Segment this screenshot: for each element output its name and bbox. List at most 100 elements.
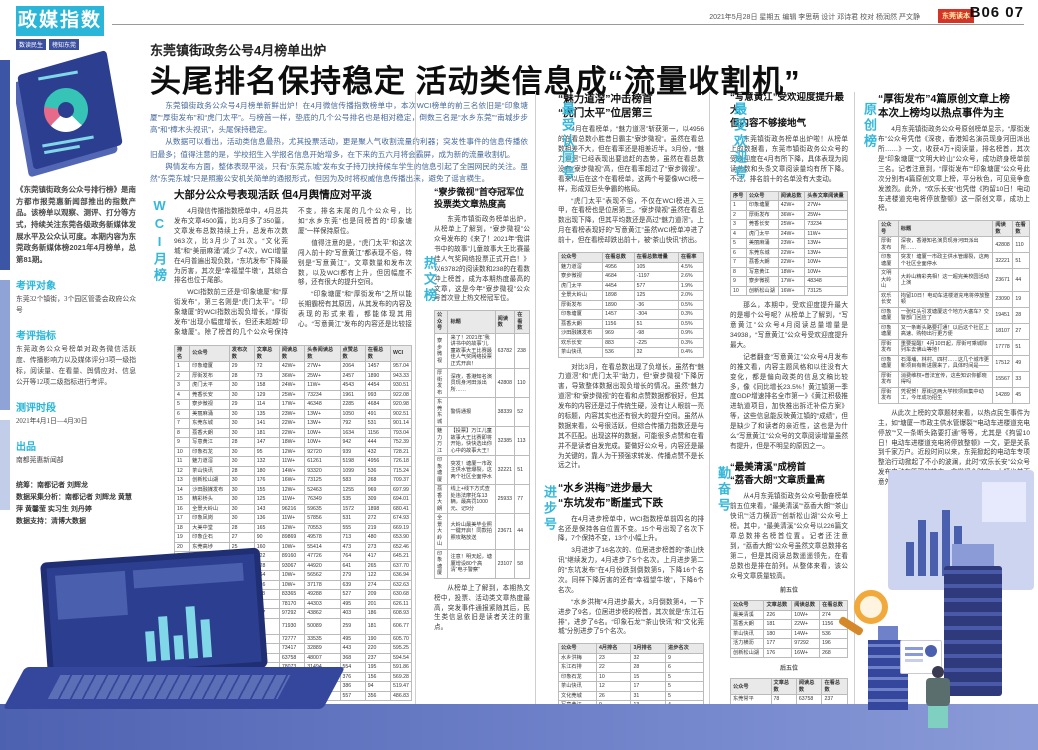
column-header: 在看数 (1012, 220, 1030, 238)
table-row: 10 印象石龙 30 95 12W+ 92720 939 432 728.21 (173, 446, 412, 458)
column-header: 文章总数 (763, 600, 793, 611)
column-header: 4月排名 (595, 643, 632, 654)
section-label-welcome: 最受欢迎号 (732, 102, 747, 182)
agree-body-after: 对比3月，在看总数出现了负增长，虽然有“魅力道滘”和“虎门太平”助力，但“寮步微… (558, 363, 704, 472)
table-row: 印象塘厦 突发！塘厦一市政主供水管爆裂，这两个社区全面停水 32221 51 (433, 455, 530, 486)
laptop-illustration (2, 547, 346, 725)
welcome-title: “写意黄江”受欢迎度提升最大 但内容不够接地气 (730, 92, 845, 129)
table-row: 8 荔香大朗 30 181 22W+ 10W+ 1634 1156 793.04 (173, 427, 412, 439)
table-row: 全景大岭山 大岭山最美毕业照一键开启！同款拍照攻略放送 23671 44 (433, 513, 530, 550)
column-header: 文章总数 (253, 345, 280, 363)
sidebar-section-heading: 出品 (16, 441, 36, 453)
column-header: 在看数 (514, 310, 530, 334)
table-row: 欢乐长安 883 -225 0.3% (557, 337, 704, 349)
edition-meta: 2021年5月28日 星期五 编辑 李思萌 设计 邓诗君 校对 杨润然 严文静 (709, 14, 920, 21)
person-illustration (900, 640, 958, 730)
column-header: 公众号 (729, 600, 765, 611)
diligent-bottom5-table: 公众号文章总数阅读总数在看总数东莞常平7863758237东莞滨海湾新区7571… (730, 678, 848, 704)
table-row: 印象塘厦 又一条断头路要打通！以后这个社区上高速、购物出行更方便 18107 27 (878, 322, 1030, 340)
masthead-rule (112, 24, 1024, 25)
table-row: 魅力道滘 4956 105 4.5% (557, 261, 704, 273)
welcome-table: 序号 公众号 阅读总数 头条文章阅读量 1 印象塘厦 42W+ 27W+ 2 厚街发布 36W+ 25… (730, 190, 848, 297)
progress-body: 在4月进步榜单中，WCI指数榜单前四名的排名还是保持各自位置不变。15个号出现了… (558, 515, 704, 638)
table-row: 厚街发布 重要提醒！4月10日起，厚街可乘城际列车去佛山等地！ 17778 51 (878, 338, 1030, 356)
table-row: 12 茶山快讯 28 180 14W+ 93320 1099 536 715.24 (173, 465, 412, 477)
table-row: 1 印象塘厦 42W+ 27W+ (730, 200, 848, 211)
progress-title: “水乡洪梅”进步最大 “东坑发布”断崖式下跌 (558, 482, 663, 509)
decor-bar (0, 420, 10, 510)
column-header: 公众号 (558, 643, 597, 654)
table-row: 7 荔香大朗 22W+ 10W+ (730, 257, 848, 268)
table-row: 9 写意黄江 28 147 18W+ 10W+ 942 444 752.39 (173, 437, 412, 448)
column-header: 3月排名 (630, 643, 667, 654)
column-header: WCI (390, 345, 412, 363)
kicker: 东莞镇街政务公号4月榜单出炉 (150, 43, 327, 58)
table-row: 5 美丽麻涌 23W+ 13W+ (730, 238, 848, 249)
bottom-band (0, 704, 1038, 750)
paragraph: 4月在看榜单，“魅力道滘”斩获第一，以4956的在看总数小胜昔日霸主“寮步微视”… (558, 126, 704, 193)
column-header: 阅读总数 (791, 600, 821, 611)
sidebar-section-body: 东莞政务公众号榜单对政务微信活跃度、传播影响力以及媒体评分3项一级指标，阅读量、… (16, 346, 136, 386)
table-row: 2 厚街发布 36W+ 25W+ (730, 209, 848, 221)
section-diligent: 勤奋号 “最美清溪”成榜首 “荔香大朗”文章质量高 从4月东莞镇街政务公众号勤奋… (716, 462, 848, 704)
column-header: 阅读数 (992, 220, 1014, 238)
sidebar: 《东莞镇街政务公众号排行榜》是南方都市报莞惠新闻部推出的指数产品。该榜单以观察、… (16, 50, 136, 700)
table-row: 厚街发布 1890 -36 0.5% (557, 299, 704, 311)
table-row: 东莞常平 78 63758 237 (730, 694, 848, 704)
column-header: 阅读总数 (278, 345, 306, 363)
table-row: 4 莞香长安 30 129 25W+ 73234 1961 993 922.08 (173, 389, 412, 401)
paragraph: “虎门太平”表现不俗，不仅在WCI榜进入三甲，在看榜也是位居第三。“寮步微视”虽… (558, 197, 704, 245)
table-row: 寮步微视 来了！2021年“我讲书中的故事”儿童故事大王比赛最佳人气奖网络投票正式… (433, 332, 530, 370)
column-header: 发布次数 (228, 345, 255, 363)
agree-title: “魅力道滘”冲击榜首 “虎门太平”位居第三 (558, 93, 653, 120)
sidebar-about: 《东莞镇街政务公众号排行榜》是南方都市报莞惠新闻部推出的指数产品。该榜单以观察、… (16, 185, 136, 264)
sidebar-section-heading: 考评对象 (16, 281, 56, 293)
column-header: 公众号 (730, 678, 772, 696)
column-rule (854, 92, 855, 704)
diligent-top5-label: 前五位 (779, 588, 798, 595)
table-row: 虎门太平 4454 577 1.9% (557, 280, 704, 292)
table-row: 荔香大朗 181 22W+ 1156 (729, 619, 848, 630)
section-original: 原创榜 “厚街发布”4篇原创文章上榜 本次上榜均以热点事件为主 4月东莞镇街政务… (860, 92, 1030, 492)
pie-chart-monitor-illustration (17, 50, 123, 174)
paragraph: 从数据可以看出，活动类信息最热，尤其投票活动，更是聚人气收割流量的利器；突发性事… (150, 137, 528, 159)
masthead-taglines: 数读民生 榜知东莞 (16, 39, 80, 50)
table-row: 19 印象企石 27 90 89869 49578 713 480 653.90 (173, 532, 412, 543)
paragraph: 那么，本期中，受欢迎度提升最大的是哪个公号呢？从榜单上了解到，“写意黄江”公众号… (730, 302, 848, 349)
hot-body: 东莞市镇街政务榜单出炉，从榜单上了解到，“寮步微视”公众号发布的《来了！2021… (434, 215, 530, 304)
table-row: 厚街发布 深夜，香港知名演员现身河田派出所…… 42808 110 (878, 236, 1030, 254)
progress-table: 公众号 4月排名 3月排名 进步名次 水乡洪梅 23 32 9 东江石排 22 28 6 印象石龙 10 1… (558, 643, 704, 704)
table-row: 活力横沥 177 97292 196 (729, 638, 848, 649)
column-header: 标题 (447, 310, 496, 334)
table-row: 5 寮步微视 29 114 17W+ 46348 2285 4684 920.98 (173, 399, 412, 410)
section-label-hot: 热文榜 (422, 256, 437, 304)
hot-body-after: 从榜单上了解到，本期热文榜中，投票、活动类文章热度最高，突发事件通报紧随其后，民… (434, 584, 530, 633)
column-rule (415, 92, 416, 704)
paragraph: 数据支持：清博大数据 (16, 518, 86, 526)
section-label-agree: 最受认同号 (560, 102, 575, 182)
sidebar-section: 测评时段 2021年4月1日—4月30日 (16, 399, 136, 428)
bar-chart-screen (888, 470, 1034, 590)
section-hot: 热文榜 “寮步微视”首夺冠军位 投票类文章热度高 东莞市镇街政务榜单出炉，从榜单… (420, 186, 530, 704)
column-header: 文章总数 (770, 678, 797, 696)
building-illustration (944, 544, 1002, 696)
page-title: 头尾排名保持稳定 活动类信息成“流量收割机” (150, 64, 801, 99)
sidebar-sections: 考评对象 东莞32个镇街，3个园区管委会政府公众号 考评指标 东莞政务公众号榜单… (16, 277, 136, 466)
table-row: 茶山快讯 180 14W+ 536 (729, 628, 848, 640)
paragraph: “印象塘厦”和“厚街发布”之所以能长期霸榜有其原因，从其发布的内容及表现的形式来… (298, 291, 412, 328)
section-label-diligent: 勤奋号 (716, 465, 731, 514)
table-row: 茶山快讯 12 17 5 (558, 681, 704, 692)
paragraph: 东莞镇街政务榜单出炉啦！从榜单上的数据看，东莞市镇街政务公众号的受欢迎度在4月有… (730, 136, 848, 183)
section-progress: 进步号 “水乡洪梅”进步最大 “东坑发布”断崖式下跌 在4月进步榜单中，WCI指… (542, 481, 704, 704)
table-row: 8 写意黄江 18W+ 10W+ (730, 266, 848, 278)
paragraph: WCI指数前三还是“印象塘厦”和“厚街发布”，第三名则是“虎门太平”。“印象塘厦… (174, 208, 412, 336)
paragraph: 从榜单上了解到，本期热文榜中，投票、活动类文章热度最高，突发事件通报紧随其后，民… (434, 584, 530, 632)
sidebar-section: 考评指标 东莞政务公众号榜单对政务微信活跃度、传播影响力以及媒体评分3项一级指标… (16, 327, 136, 389)
table-row: 荔香大朗 1156 51 0.5% (557, 318, 704, 330)
column-header: 公众号 (557, 252, 604, 263)
table-row: 3 虎门太平 30 158 24W+ 11W+ 4543 4454 930.51 (173, 380, 412, 391)
paragraph: 东莞市镇街政务榜单出炉，从榜单上了解到，“寮步微视”公众号发布的《来了！2021… (434, 216, 530, 303)
column-header: 阅读数 (494, 310, 516, 334)
table-row: 4 虎门太平 24W+ 11W+ (730, 228, 848, 240)
